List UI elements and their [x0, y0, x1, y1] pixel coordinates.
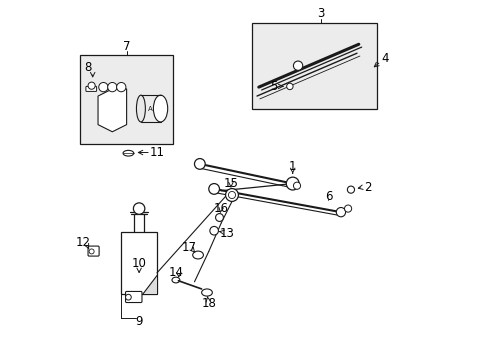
Text: 6: 6 [324, 190, 331, 203]
Ellipse shape [153, 95, 167, 122]
Text: 13: 13 [219, 227, 234, 240]
Circle shape [89, 249, 94, 254]
Text: 7: 7 [122, 40, 130, 53]
Circle shape [225, 189, 238, 202]
Circle shape [125, 294, 131, 300]
Circle shape [344, 205, 351, 212]
Text: 5: 5 [269, 80, 277, 93]
Text: 11: 11 [149, 146, 164, 159]
Circle shape [99, 82, 108, 92]
Text: 1: 1 [288, 160, 296, 173]
Text: 9: 9 [135, 315, 142, 328]
Ellipse shape [136, 95, 145, 122]
Circle shape [116, 82, 125, 92]
Circle shape [346, 186, 354, 193]
Text: 15: 15 [223, 177, 238, 190]
Circle shape [194, 158, 205, 169]
Circle shape [293, 182, 300, 189]
Circle shape [88, 82, 95, 89]
Circle shape [228, 192, 235, 199]
Bar [121, 232, 157, 294]
Circle shape [215, 213, 223, 221]
Polygon shape [142, 275, 157, 294]
Circle shape [107, 82, 117, 92]
Text: 3: 3 [317, 8, 325, 21]
Text: 4: 4 [381, 52, 388, 65]
Text: 10: 10 [131, 257, 146, 270]
Ellipse shape [201, 289, 212, 296]
Circle shape [208, 184, 219, 194]
Ellipse shape [192, 251, 203, 259]
Text: 18: 18 [201, 297, 216, 310]
FancyBboxPatch shape [88, 246, 99, 256]
Circle shape [285, 177, 299, 190]
Circle shape [336, 207, 345, 217]
FancyBboxPatch shape [125, 292, 142, 302]
Circle shape [209, 226, 218, 235]
Circle shape [286, 83, 292, 90]
FancyBboxPatch shape [86, 86, 97, 91]
Text: 17: 17 [181, 241, 196, 255]
Bar [80, 55, 173, 144]
Text: A: A [147, 105, 152, 112]
Ellipse shape [123, 150, 134, 156]
Circle shape [293, 61, 302, 70]
Bar [251, 23, 376, 109]
Text: 8: 8 [84, 61, 92, 74]
Text: 12: 12 [75, 236, 90, 249]
Circle shape [133, 203, 144, 214]
Text: 2: 2 [363, 181, 371, 194]
Text: 14: 14 [168, 266, 183, 279]
Ellipse shape [172, 277, 180, 283]
Polygon shape [98, 89, 126, 132]
Text: 16: 16 [213, 202, 228, 215]
